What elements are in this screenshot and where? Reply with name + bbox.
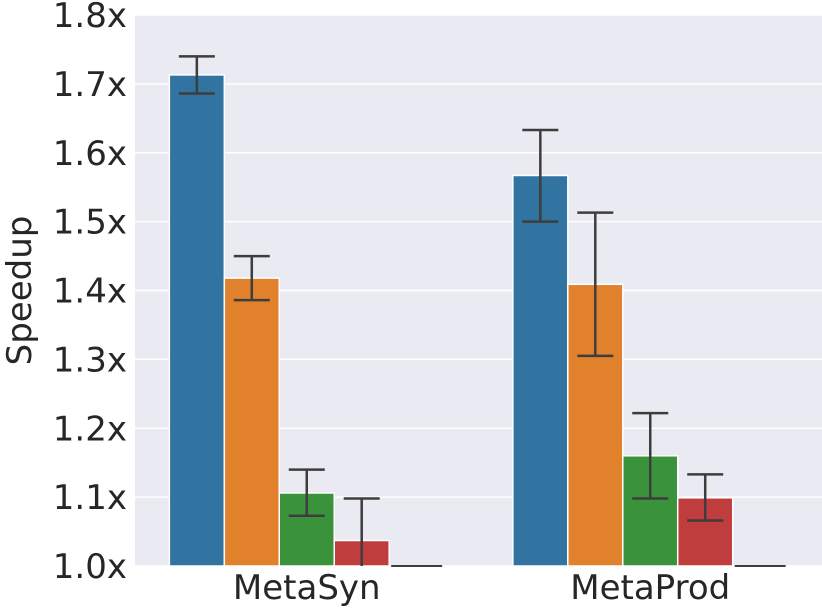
x-tick-label: MetaProd (570, 568, 730, 608)
error-bar (288, 468, 325, 517)
y-tick-label: 1.0x (53, 547, 127, 587)
y-axis-label: Speedup (0, 216, 40, 366)
x-tick-labels: MetaSyn MetaProd (233, 568, 730, 608)
x-tick-label: MetaSyn (233, 568, 381, 608)
y-tick-labels: 1.0x 1.1x 1.2x 1.3x 1.4x 1.5x 1.6x 1.7x 1.8x (53, 0, 127, 587)
error-bar (178, 55, 215, 95)
y-tick-label: 1.8x (53, 0, 127, 36)
error-bar (577, 211, 614, 358)
error-bar (632, 411, 669, 500)
error-bars (178, 55, 786, 567)
bars (168, 74, 734, 567)
bar (223, 277, 281, 567)
error-bar (233, 254, 270, 302)
y-tick-label: 1.7x (53, 65, 127, 105)
y-tick-label: 1.2x (53, 409, 127, 449)
bar (168, 74, 226, 567)
error-bar (687, 473, 724, 522)
bar (512, 174, 569, 567)
y-tick-label: 1.4x (53, 272, 127, 312)
y-tick-label: 1.5x (53, 203, 127, 243)
error-bar (343, 497, 380, 566)
error-bar (522, 128, 559, 223)
y-tick-label: 1.1x (53, 478, 127, 518)
y-tick-label: 1.6x (53, 134, 127, 174)
y-tick-label: 1.3x (53, 340, 127, 380)
